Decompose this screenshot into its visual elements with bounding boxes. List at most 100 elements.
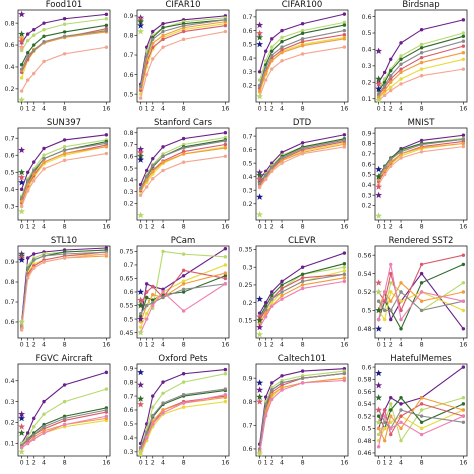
x-tick-label: 1 <box>145 460 149 467</box>
series-line <box>378 264 464 321</box>
x-tick-label: 16 <box>459 342 467 349</box>
y-tick-label: 0.5 <box>123 165 133 172</box>
x-tick-label: 16 <box>221 224 229 231</box>
y-tick-label: 0.45 <box>119 330 133 337</box>
data-point <box>382 165 387 169</box>
y-tick-label: 0.6 <box>123 72 133 79</box>
y-tick-label: 0.1 <box>361 96 371 103</box>
data-point <box>461 414 466 418</box>
data-point <box>161 152 165 156</box>
x-tick-label: 1 <box>264 106 268 113</box>
data-point <box>19 199 24 203</box>
star-marker <box>375 183 383 190</box>
x-tick-label: 8 <box>182 342 186 349</box>
subplot-title: Rendered SST2 <box>389 236 454 246</box>
data-point <box>62 138 67 142</box>
subplot-rendered-sst2: Rendered SST2 0.48 0.5 0.52 0.54 0.56 0 1 2 4 8 16 <box>357 236 468 349</box>
x-tick-label: 0 <box>258 224 262 231</box>
data-point <box>342 261 347 266</box>
series-line <box>140 132 226 185</box>
data-point <box>104 45 109 49</box>
data-point <box>461 133 466 137</box>
y-tick-label: 0.1 <box>4 441 14 448</box>
y-tick-label: 0.2 <box>4 86 14 93</box>
data-point <box>342 371 347 376</box>
y-tick-label: 0.9 <box>361 130 371 137</box>
series-line <box>378 290 464 321</box>
series-line <box>259 252 345 314</box>
data-point <box>151 394 155 398</box>
data-point <box>399 426 403 431</box>
y-tick-label: 0.7 <box>4 135 14 142</box>
data-point <box>399 290 403 294</box>
x-tick-label: 0 <box>377 460 381 467</box>
y-tick-label: 0.54 <box>357 401 371 408</box>
x-tick-label: 1 <box>383 342 387 349</box>
data-point <box>461 39 466 43</box>
data-point <box>151 169 155 174</box>
x-tick-label: 1 <box>383 224 387 231</box>
x-tick-label: 16 <box>340 460 348 467</box>
data-point <box>181 279 186 283</box>
x-tick-label: 1 <box>383 106 387 113</box>
data-point <box>419 142 424 147</box>
data-point <box>161 249 165 254</box>
y-tick-label: 0.5 <box>123 91 133 98</box>
data-point <box>280 150 284 155</box>
data-point <box>399 82 403 86</box>
data-point <box>42 59 46 64</box>
data-point <box>270 49 274 53</box>
y-tick-label: 0.7 <box>242 14 252 21</box>
subplot-hatefulmemes: HatefulMemes 0.46 0.48 0.5 0.52 0.54 0.56 0.58 0… <box>357 354 468 467</box>
y-tick-label: 0.4 <box>361 182 371 189</box>
data-point <box>223 367 228 372</box>
data-point <box>181 37 186 42</box>
data-point <box>300 28 305 33</box>
x-tick-label: 0 <box>20 342 24 349</box>
data-point <box>263 78 268 82</box>
y-tick-label: 0.3 <box>242 187 252 194</box>
series-line <box>140 264 226 328</box>
data-point <box>270 297 274 301</box>
data-point <box>300 146 305 150</box>
data-point <box>181 392 186 397</box>
data-point <box>19 196 24 200</box>
series-line <box>140 147 226 190</box>
series-line <box>140 269 226 306</box>
data-point <box>270 381 274 385</box>
data-point <box>161 37 165 42</box>
data-point <box>161 29 165 34</box>
star-marker <box>18 30 26 38</box>
data-point <box>399 299 403 303</box>
star-marker <box>375 306 383 314</box>
data-point <box>300 272 305 277</box>
star-marker <box>137 22 145 29</box>
subplot-dtd: DTD 0.2 0.3 0.4 0.5 0.6 0.7 0 1 2 4 8 16 <box>242 118 349 231</box>
data-point <box>342 145 347 149</box>
data-point <box>32 252 36 256</box>
data-point <box>161 168 165 173</box>
y-tick-label: 0.4 <box>361 47 371 54</box>
data-point <box>25 189 30 193</box>
x-tick-label: 16 <box>221 106 229 113</box>
data-point <box>104 23 109 28</box>
data-point <box>389 290 393 294</box>
y-tick-label: 0.6 <box>242 147 252 154</box>
data-point <box>300 276 305 280</box>
data-point <box>257 89 262 93</box>
data-point <box>263 307 268 312</box>
star-marker <box>256 175 264 183</box>
data-point <box>399 54 403 58</box>
series-line <box>378 138 464 178</box>
data-point <box>280 283 284 287</box>
data-point <box>263 71 268 75</box>
data-point <box>399 150 403 154</box>
data-point <box>389 317 393 322</box>
series-line <box>140 25 226 91</box>
data-point <box>181 29 186 34</box>
data-point <box>19 76 24 80</box>
star-marker <box>256 398 264 405</box>
star-marker <box>137 149 145 156</box>
data-point <box>42 34 46 38</box>
data-point <box>223 142 228 147</box>
